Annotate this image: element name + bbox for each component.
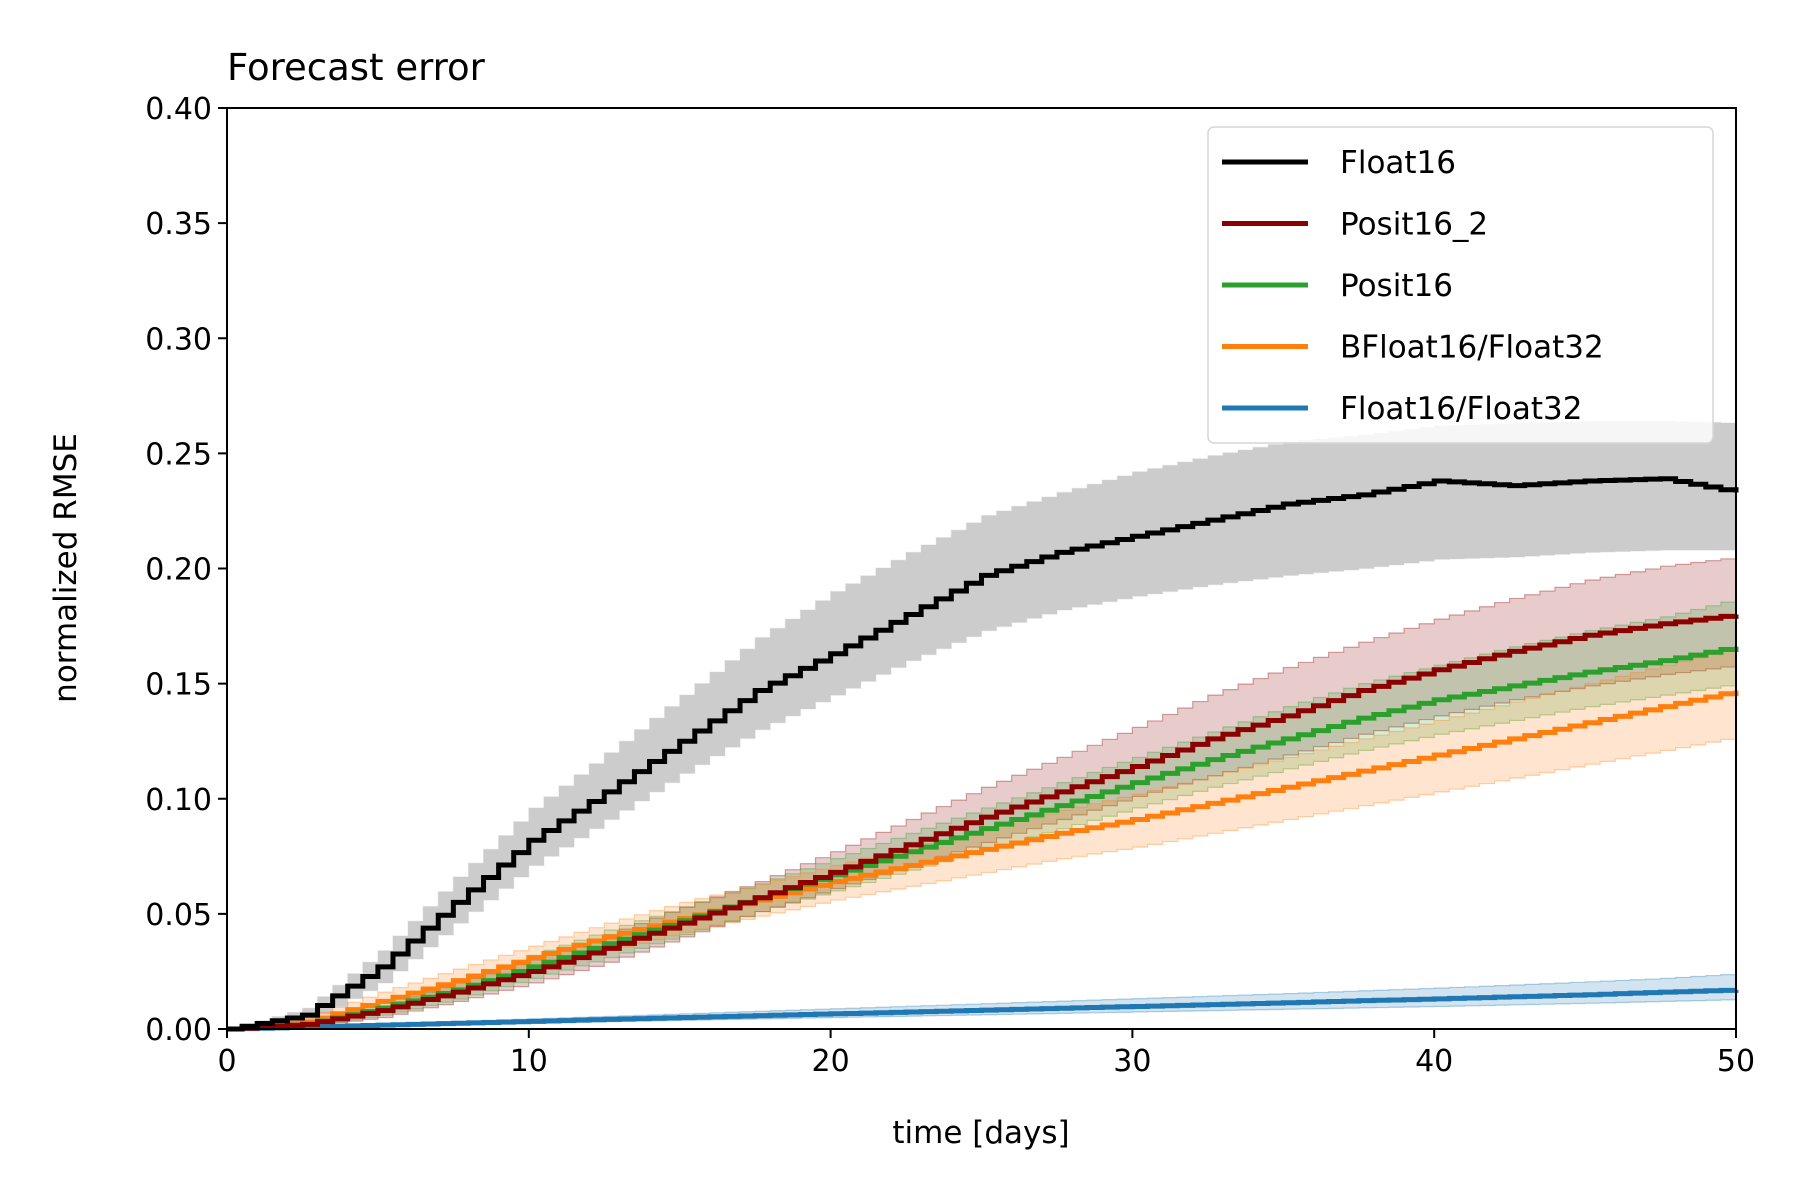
plot-area (227, 420, 1739, 1032)
y-tick-label: 0.25 (145, 437, 212, 472)
y-tick-label: 0.15 (145, 668, 212, 703)
y-tick-label: 0.00 (145, 1013, 212, 1048)
legend-label-bfloat16-float32: BFloat16/Float32 (1340, 330, 1604, 366)
legend: Float16 Posit16_2 Posit16 BFloat16/Float32 F… (1207, 126, 1714, 444)
y-tick-label: 0.30 (145, 322, 212, 357)
legend-box (1207, 126, 1714, 444)
y-tick-label: 0.05 (145, 898, 212, 933)
chart-title: Forecast error (227, 46, 486, 89)
line-bfloat16-float32 (227, 690, 1739, 1032)
line-float16 (227, 476, 1739, 1032)
x-tick-label: 40 (1415, 1044, 1453, 1079)
y-axis-ticks: 0.00 0.05 0.10 0.15 0.20 0.25 0.30 0.35 0.40 (145, 92, 227, 1048)
legend-label-float16-float32: Float16/Float32 (1340, 391, 1582, 427)
line-posit16-2 (227, 613, 1739, 1032)
line-float16-float32 (227, 987, 1739, 1032)
x-tick-label: 30 (1113, 1044, 1151, 1079)
x-axis-ticks: 0 10 20 30 40 50 (217, 1029, 1755, 1079)
legend-label-float16: Float16 (1340, 145, 1456, 181)
x-tick-label: 0 (217, 1044, 236, 1079)
x-tick-label: 20 (812, 1044, 850, 1079)
x-tick-label: 10 (510, 1044, 548, 1079)
y-axis-label: normalized RMSE (48, 433, 84, 703)
y-tick-label: 0.35 (145, 207, 212, 242)
x-axis-label: time [days] (892, 1115, 1069, 1151)
legend-label-posit16: Posit16 (1340, 268, 1453, 304)
x-tick-label: 50 (1717, 1044, 1755, 1079)
y-tick-label: 0.20 (145, 553, 212, 588)
y-tick-label: 0.10 (145, 783, 212, 818)
legend-label-posit16-2: Posit16_2 (1340, 207, 1488, 243)
y-tick-label: 0.40 (145, 92, 212, 127)
series-lines (227, 476, 1739, 1032)
